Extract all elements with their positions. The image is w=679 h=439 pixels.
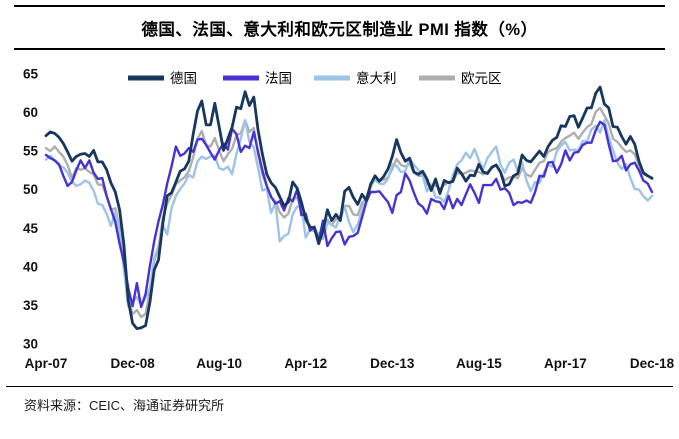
y-tick-label: 30 xyxy=(23,337,38,352)
source-note: 资料来源：CEIC、海通证券研究所 xyxy=(6,386,673,414)
x-tick-label: Aug-15 xyxy=(456,356,502,371)
y-tick-label: 40 xyxy=(23,259,38,274)
x-tick-label: Dec-18 xyxy=(630,356,675,371)
series-line xyxy=(44,119,654,308)
x-tick-label: Dec-13 xyxy=(370,356,415,371)
y-tick-label: 60 xyxy=(23,105,38,120)
series-line xyxy=(44,85,654,331)
pmi-chart-figure: 德国、法国、意大利和欧元区制造业 PMI 指数（%） 30 35 40 45 50 55 6… xyxy=(0,5,679,439)
y-tick-label: 35 xyxy=(23,298,39,313)
legend-label: 法国 xyxy=(265,71,292,86)
legend-label: 德国 xyxy=(170,71,197,86)
chart-canvas: 30 35 40 45 50 55 60 65 Apr-07 Dec-08 Aug-10 Apr-12… xyxy=(23,67,675,372)
x-tick-label: Apr-12 xyxy=(284,356,327,371)
y-tick-label: 65 xyxy=(23,67,39,82)
x-tick-label: Apr-17 xyxy=(544,356,587,371)
legend-label: 欧元区 xyxy=(461,71,502,86)
legend-label: 意大利 xyxy=(356,70,397,86)
x-tick-label: Dec-08 xyxy=(110,356,155,371)
series-line xyxy=(44,106,654,319)
x-tick-label: Apr-07 xyxy=(25,356,68,371)
pmi-line-chart: 30 35 40 45 50 55 60 65 Apr-07 Dec-08 Aug-10 Apr-12… xyxy=(0,52,679,384)
y-tick-label: 45 xyxy=(23,221,39,236)
x-tick-label: Aug-10 xyxy=(196,356,242,371)
series-line xyxy=(44,120,654,309)
y-tick-label: 55 xyxy=(23,144,39,159)
y-tick-label: 50 xyxy=(23,182,38,197)
chart-title: 德国、法国、意大利和欧元区制造业 PMI 指数（%） xyxy=(14,5,665,50)
